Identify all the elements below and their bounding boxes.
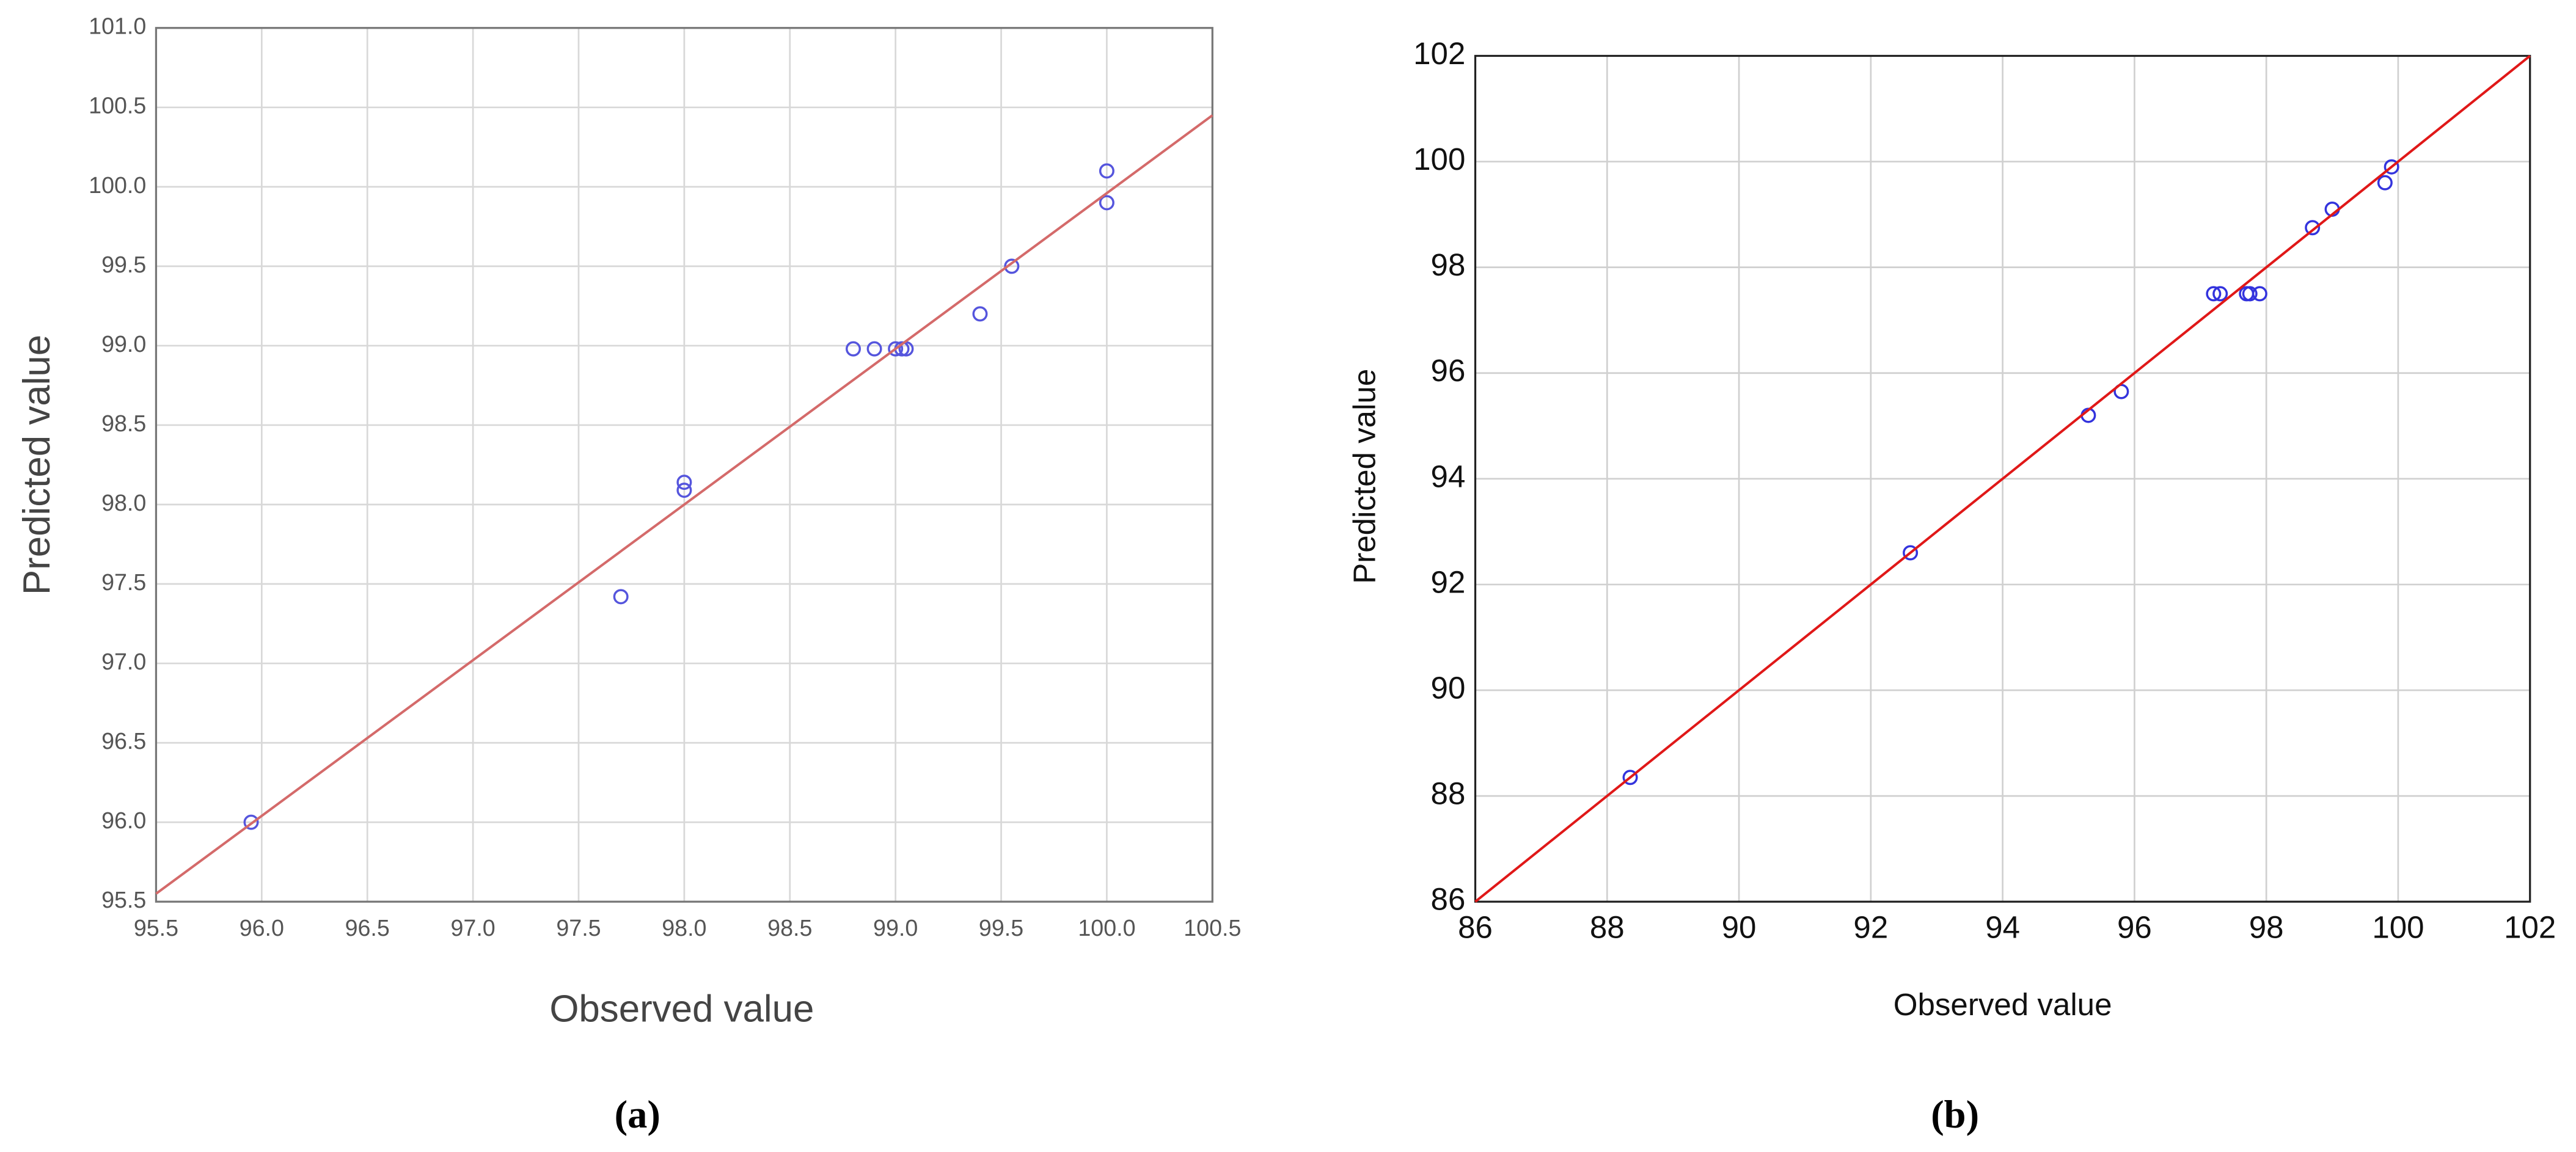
data-point bbox=[2212, 286, 2228, 302]
x-tick-label: 98 bbox=[2249, 910, 2284, 944]
x-tick-label: 92 bbox=[1853, 910, 1888, 944]
x-tick-label: 96 bbox=[2117, 910, 2152, 944]
y-tick-label: 101.0 bbox=[89, 13, 146, 39]
y-tick-label: 97.0 bbox=[101, 649, 146, 674]
x-tick-label: 95.5 bbox=[134, 915, 178, 941]
data-point bbox=[972, 306, 988, 322]
y-tick-label: 99.5 bbox=[101, 252, 146, 277]
data-point bbox=[2242, 286, 2258, 302]
chart: 86 88 90 92 94 96 98 100 102 86 88 90 92 94 96 98 100 102… bbox=[1347, 36, 2556, 1136]
y-tick-label: 96.0 bbox=[101, 807, 146, 833]
y-tick-label: 96 bbox=[1431, 353, 1466, 388]
y-tick-label: 100.5 bbox=[89, 93, 146, 118]
data-point bbox=[1099, 195, 1114, 211]
x-tick-label: 98.5 bbox=[767, 915, 812, 941]
data-point bbox=[243, 814, 259, 830]
y-tick-label: 100.0 bbox=[89, 172, 146, 198]
x-tick-label: 98.0 bbox=[662, 915, 706, 941]
chart: 95.5 96.0 96.5 97.0 97.5 98.0 98.5 99.0 99.5 100.… bbox=[16, 13, 1242, 1136]
data-point bbox=[2305, 220, 2321, 236]
y-tick-label: 95.5 bbox=[101, 887, 146, 913]
data-point bbox=[676, 483, 692, 498]
y-tick-label: 92 bbox=[1431, 564, 1466, 599]
x-tick-label: 88 bbox=[1590, 910, 1625, 944]
x-tick-label: 100 bbox=[2372, 910, 2424, 944]
data-point bbox=[888, 341, 904, 357]
x-axis-label: Observed value bbox=[1894, 987, 2112, 1022]
y-tick-label: 102 bbox=[1413, 36, 1465, 71]
caption: (a) bbox=[615, 1092, 660, 1136]
data-point bbox=[2384, 159, 2399, 175]
x-tick-label: 96.0 bbox=[240, 915, 284, 941]
data-point bbox=[845, 341, 861, 357]
data-point bbox=[2206, 286, 2222, 302]
data-point bbox=[2377, 175, 2393, 191]
y-tick-label: 98.0 bbox=[101, 490, 146, 516]
x-tick-label: 99.5 bbox=[979, 915, 1023, 941]
plot-frame bbox=[1474, 54, 2531, 903]
x-axis-label: Observed value bbox=[549, 988, 814, 1030]
data-point bbox=[1622, 770, 1638, 786]
x-tick-label: 86 bbox=[1458, 910, 1493, 944]
x-tick-label: 96.5 bbox=[345, 915, 390, 941]
x-tick-label: 90 bbox=[1722, 910, 1757, 944]
y-tick-label: 96.5 bbox=[101, 728, 146, 754]
x-tick-label: 99.0 bbox=[873, 915, 918, 941]
plot-frame bbox=[155, 27, 1213, 903]
fit-line bbox=[155, 114, 1213, 895]
caption: (b) bbox=[1931, 1092, 1979, 1136]
data-point bbox=[2252, 286, 2267, 302]
data-point bbox=[613, 589, 629, 605]
data-point bbox=[1004, 258, 1020, 274]
y-axis-label: Predicted value bbox=[1347, 369, 1382, 584]
x-tick-label: 100.5 bbox=[1184, 915, 1241, 941]
y-tick-label: 86 bbox=[1431, 882, 1466, 917]
data-point bbox=[676, 475, 692, 490]
y-tick-label: 98.5 bbox=[101, 410, 146, 436]
x-tick-label: 102 bbox=[2504, 910, 2556, 944]
y-tick-label: 90 bbox=[1431, 671, 1466, 705]
data-point bbox=[866, 341, 882, 357]
x-tick-label: 97.5 bbox=[556, 915, 601, 941]
y-axis-label: Predicted value bbox=[16, 335, 58, 595]
y-tick-label: 100 bbox=[1413, 142, 1465, 177]
data-point bbox=[1903, 545, 1919, 561]
y-tick-label: 94 bbox=[1431, 459, 1466, 494]
data-point bbox=[1099, 163, 1114, 179]
x-tick-label: 100.0 bbox=[1078, 915, 1135, 941]
x-tick-label: 97.0 bbox=[450, 915, 495, 941]
y-tick-label: 98 bbox=[1431, 247, 1466, 282]
y-tick-label: 97.5 bbox=[101, 569, 146, 595]
y-tick-label: 99.0 bbox=[101, 331, 146, 357]
fit-line bbox=[1474, 54, 2531, 903]
y-tick-label: 88 bbox=[1431, 776, 1466, 811]
x-tick-label: 94 bbox=[1985, 910, 2020, 944]
